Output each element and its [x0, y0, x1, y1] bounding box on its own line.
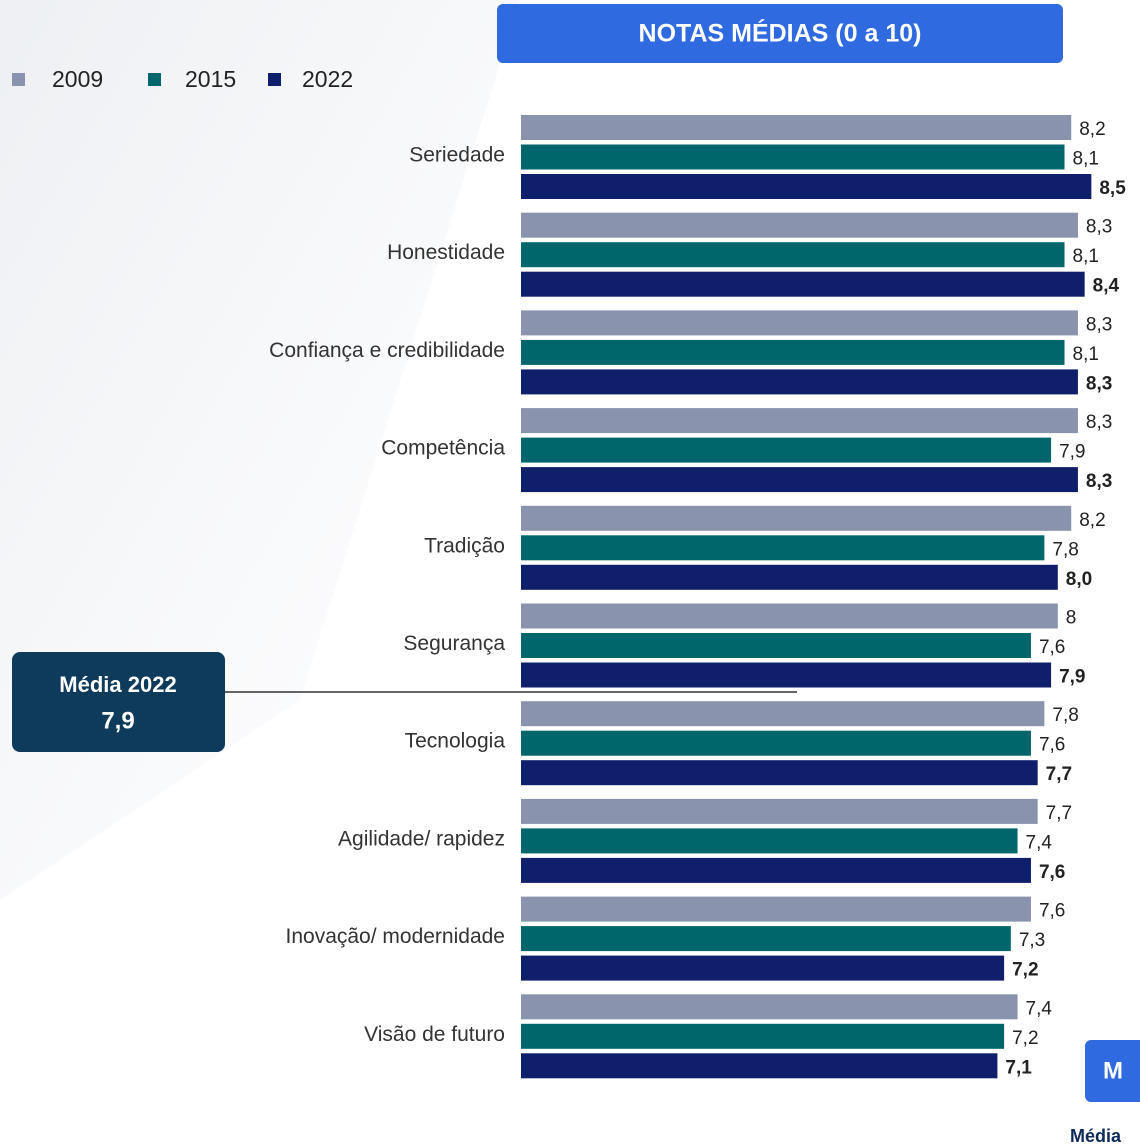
- legend-label: 2022: [302, 66, 353, 92]
- bar: [521, 662, 1052, 688]
- value-label: 7,8: [1052, 539, 1078, 560]
- category-label: Visão de futuro: [364, 1023, 505, 1046]
- bar: [521, 633, 1031, 658]
- category-label: Segurança: [403, 632, 505, 655]
- value-label: 8,0: [1066, 569, 1092, 590]
- value-label: 7,6: [1039, 862, 1065, 883]
- bar: [521, 564, 1058, 590]
- bar: [521, 955, 1005, 981]
- category-label: Seriedade: [409, 144, 505, 167]
- value-label: 7,8: [1052, 705, 1078, 726]
- bar: [521, 437, 1052, 463]
- value-label: 8,3: [1086, 314, 1112, 335]
- category-label: Competência: [381, 437, 505, 460]
- category-label: Tecnologia: [405, 730, 506, 753]
- value-label: 7,4: [1026, 998, 1053, 1019]
- category-label: Tradição: [424, 534, 505, 557]
- bar: [521, 798, 1038, 824]
- category-label: Inovação/ modernidade: [286, 925, 506, 948]
- value-label: 8,1: [1073, 344, 1099, 365]
- value-label: 8,4: [1093, 276, 1120, 297]
- category-label: Confiança e credibilidade: [269, 339, 505, 362]
- mean-title: Média 2022: [59, 672, 176, 697]
- bar: [521, 408, 1078, 434]
- legend-swatch: [268, 73, 281, 86]
- value-label: 7,9: [1059, 442, 1085, 463]
- category-label: Honestidade: [387, 241, 505, 264]
- bar: [521, 603, 1058, 629]
- value-label: 7,6: [1039, 637, 1065, 658]
- bar: [521, 242, 1065, 268]
- value-label: 7,9: [1059, 667, 1085, 688]
- value-label: 8,3: [1086, 373, 1112, 394]
- bar: [521, 896, 1031, 922]
- category-label: Agilidade/ rapidez: [338, 827, 505, 850]
- value-label: 8,3: [1086, 217, 1112, 238]
- bar: [521, 828, 1018, 854]
- chart-title: NOTAS MÉDIAS (0 a 10): [639, 19, 922, 48]
- bar: [521, 212, 1078, 238]
- value-label: 8,1: [1073, 246, 1099, 267]
- legend-label: 2009: [52, 66, 103, 92]
- bar: [521, 701, 1045, 727]
- value-label: 7,4: [1026, 832, 1053, 853]
- value-label: 7,3: [1019, 930, 1045, 951]
- bar: [521, 144, 1065, 170]
- value-label: 7,6: [1039, 901, 1065, 922]
- bar: [521, 271, 1085, 297]
- value-label: 7,6: [1039, 735, 1065, 756]
- legend-label: 2015: [185, 66, 236, 92]
- bar: [521, 1023, 1005, 1049]
- bar: [521, 760, 1038, 786]
- bar: [521, 467, 1078, 493]
- bar: [521, 926, 1011, 952]
- value-label: 7,1: [1005, 1057, 1032, 1078]
- bar: [521, 310, 1078, 336]
- legend-swatch: [12, 73, 25, 86]
- bar: [521, 857, 1031, 883]
- value-label: 8,3: [1086, 412, 1112, 433]
- bar: [521, 1053, 998, 1079]
- value-label: 8,1: [1073, 149, 1099, 170]
- value-label: 8,3: [1086, 471, 1112, 492]
- value-label: 8,5: [1099, 178, 1126, 199]
- bar: [521, 505, 1072, 531]
- corner-box-text: M: [1103, 1057, 1123, 1084]
- value-label: 8: [1066, 608, 1077, 629]
- value-label: 8,2: [1079, 510, 1105, 531]
- mean-value: 7,9: [101, 707, 134, 734]
- bar: [521, 730, 1031, 756]
- value-label: 7,7: [1046, 764, 1072, 785]
- bar: [521, 369, 1078, 395]
- bar: [521, 339, 1065, 365]
- mean-box: [12, 652, 225, 752]
- bar: [521, 994, 1018, 1020]
- corner-text: Média: [1070, 1126, 1122, 1146]
- corner-box: [1085, 1040, 1140, 1102]
- value-label: 7,2: [1012, 1028, 1038, 1049]
- bar: [521, 535, 1045, 561]
- value-label: 8,2: [1079, 119, 1105, 140]
- bar: [521, 115, 1072, 140]
- bar: [521, 174, 1092, 199]
- value-label: 7,7: [1046, 803, 1072, 824]
- legend-swatch: [148, 73, 161, 86]
- title-box: [497, 4, 1063, 63]
- value-label: 7,2: [1012, 960, 1038, 981]
